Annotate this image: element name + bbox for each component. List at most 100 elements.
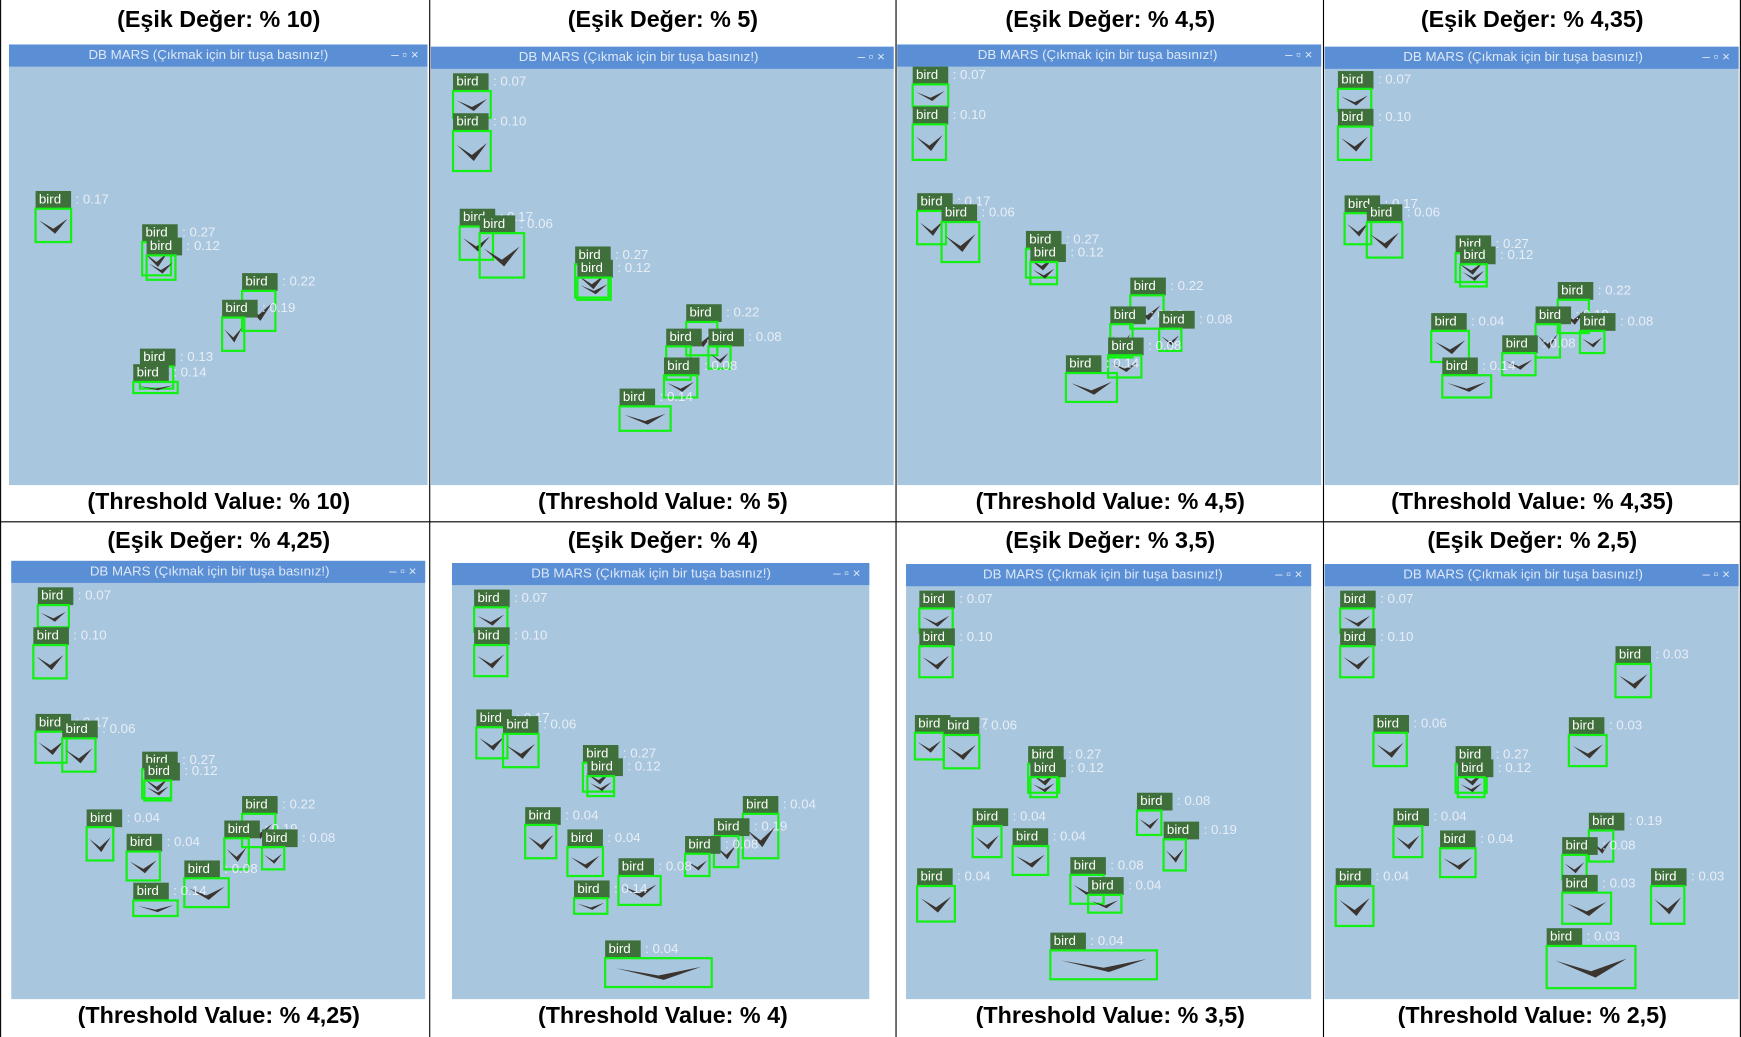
bird <box>667 381 694 392</box>
detection-label: bird <box>688 836 710 851</box>
detection-label-bg <box>479 215 516 234</box>
bird <box>1341 95 1368 106</box>
sky <box>897 44 1322 486</box>
detection-score: : 0.27 <box>1068 747 1101 762</box>
window-screenshot: DB MARS (Çıkmak için bir tuşa basınız!) –… <box>1324 564 1739 1000</box>
detection-box <box>942 733 981 770</box>
bird <box>1029 257 1054 271</box>
detection-label: bird <box>1377 715 1399 730</box>
detection-box <box>524 823 558 860</box>
detection-label-bg <box>62 720 98 739</box>
detection-box <box>1343 212 1373 246</box>
detection-score: : 0.06 <box>982 205 1015 220</box>
detection-box <box>916 884 956 923</box>
detection-label-bg <box>919 628 955 647</box>
detection-label: bird <box>130 834 152 849</box>
detection-box <box>183 877 230 909</box>
detection-score: : 0.08 <box>1177 793 1210 808</box>
panel-caption: (Threshold Value: % 5) <box>538 488 788 514</box>
detection-label: bird <box>717 819 739 834</box>
bird <box>1111 361 1139 372</box>
bird <box>188 886 225 900</box>
detection-label-bg <box>663 357 700 376</box>
detection-label: bird <box>1397 809 1419 824</box>
detection-label-bg <box>1065 355 1102 374</box>
window-screenshot: DB MARS (Çıkmak için bir tuşa basınız!) –… <box>906 564 1312 1000</box>
panel-caption: (Threshold Value: % 2,5) <box>1398 1002 1667 1028</box>
detection-label-bg <box>242 796 278 814</box>
detection-label-bg <box>685 836 721 854</box>
detection-label-bg <box>222 299 258 318</box>
detection-score: : 0.04 <box>1090 933 1124 948</box>
detection-label: bird <box>1341 109 1363 124</box>
detection-box <box>1064 371 1119 404</box>
detection-score: : 0.19 <box>1629 813 1662 828</box>
detection-score: : 0.04 <box>1480 831 1514 846</box>
bird <box>1505 359 1533 370</box>
window-title: DB MARS (Çıkmak için bir tuşa basınız!) <box>983 567 1223 582</box>
detection-label-bg <box>1615 646 1652 664</box>
detection-score: : 0.03 <box>1587 929 1620 944</box>
detection-label: bird <box>1339 869 1361 884</box>
detection-label: bird <box>1446 358 1468 373</box>
detection-label-bg <box>133 882 169 901</box>
detection-box <box>1106 354 1143 379</box>
detection-box <box>34 730 68 764</box>
detection-label: bird <box>712 329 734 344</box>
sky <box>8 44 428 486</box>
detection-label: bird <box>1539 307 1561 322</box>
panel-title: (Eşik Değer: % 10) <box>117 6 320 32</box>
title-bar <box>906 564 1312 587</box>
panel: (Eşik Değer: % 4,5) (Threshold Value: % 4… <box>897 6 1322 514</box>
detection-box <box>475 726 509 760</box>
detection-label-bg <box>1070 857 1106 875</box>
detection-box <box>911 123 948 161</box>
window-title: DB MARS (Çıkmak için bir tuşa basınız!) <box>88 47 328 62</box>
detection-score: : 0.04 <box>1433 809 1467 824</box>
detection-score: : 0.10 <box>493 114 526 129</box>
bird <box>226 847 247 862</box>
detection-label: bird <box>148 763 170 778</box>
sky <box>1324 564 1739 1000</box>
detection-label: bird <box>578 247 600 262</box>
detection-label-bg <box>619 388 656 407</box>
detection-label: bird <box>66 721 88 736</box>
detection-label: bird <box>456 74 478 89</box>
detection-score: : 0.14 <box>173 365 207 380</box>
bird <box>710 353 729 364</box>
detection-box <box>132 380 179 395</box>
window-screenshot: DB MARS (Çıkmak için bir tuşa basınız!) –… <box>1324 46 1739 486</box>
bird <box>145 778 169 792</box>
detection-score: : 0.08 <box>748 329 781 344</box>
detection-label: bird <box>1443 831 1465 846</box>
sky <box>1324 46 1739 486</box>
detection-box <box>1567 733 1608 768</box>
detection-score: : 0.08 <box>1602 838 1635 853</box>
bird <box>1460 783 1482 793</box>
bird <box>590 782 612 792</box>
detection-label: bird <box>1069 356 1091 371</box>
bird <box>1016 854 1045 868</box>
detection-label-bg <box>1136 792 1173 811</box>
detection-label-bg <box>618 858 654 877</box>
detection-box <box>1011 844 1050 877</box>
detection-label: bird <box>608 941 630 956</box>
detection-box <box>1649 884 1686 925</box>
title-bar <box>451 562 870 586</box>
detection-score: : 0.08 <box>1620 313 1653 328</box>
detection-label-bg <box>972 808 1009 827</box>
detection-label: bird <box>1506 336 1528 351</box>
bird <box>145 252 169 268</box>
title-bar <box>1324 564 1739 587</box>
detection-label-bg <box>184 860 220 879</box>
detection-score: : 0.04 <box>607 830 641 845</box>
detection-label-bg <box>474 589 510 608</box>
detection-label: bird <box>1583 313 1605 328</box>
detection-score: : 0.22 <box>282 796 315 811</box>
window-title: DB MARS (Çıkmak için bir tuşa basınız!) <box>519 49 759 64</box>
detection-score: : 0.08 <box>704 358 737 373</box>
detection-box <box>34 207 73 244</box>
bird <box>917 740 941 753</box>
detection-score: : 0.08 <box>1199 311 1232 326</box>
detection-score: : 0.19 <box>1204 822 1237 837</box>
